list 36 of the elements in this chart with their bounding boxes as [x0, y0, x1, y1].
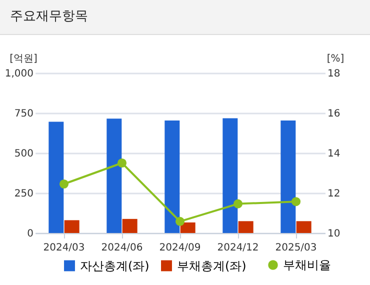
point	[175, 216, 185, 226]
y-tick-label: 0	[27, 228, 34, 240]
legend-label: 자산총계(좌)	[80, 258, 150, 273]
legend-label: 부채비율	[283, 258, 331, 272]
bar	[222, 118, 238, 233]
bar	[106, 118, 122, 233]
point	[59, 179, 69, 189]
bar	[122, 218, 138, 233]
y2-tick-label: 18	[328, 68, 340, 80]
chart-title: 주요재무항목	[0, 0, 370, 35]
bar	[238, 221, 254, 233]
x-tick-label: 2025/03	[275, 242, 317, 254]
x-tick-label: 2024/12	[217, 242, 259, 254]
y-tick-label: 250	[14, 188, 34, 200]
bar	[280, 120, 296, 233]
bar	[48, 122, 64, 233]
y2-tick-label: 14	[328, 148, 340, 160]
bar	[64, 220, 80, 233]
y-axis-title: [억원]	[10, 54, 38, 64]
y-tick-label: 750	[14, 108, 34, 120]
y2-tick-label: 16	[328, 108, 340, 120]
x-tick-label: 2024/09	[159, 242, 201, 254]
x-tick-label: 2024/06	[101, 242, 143, 254]
point	[233, 199, 243, 208]
y2-axis-title: [%]	[326, 54, 344, 64]
y2-tick-label: 12	[328, 188, 340, 200]
bar	[296, 221, 312, 233]
bar	[180, 222, 196, 233]
x-tick-label: 2024/03	[43, 242, 85, 254]
y-tick-label: 500	[14, 148, 34, 160]
y2-tick-label: 10	[328, 228, 340, 240]
bar	[164, 120, 180, 233]
legend-label: 부채총계(좌)	[177, 258, 246, 273]
point	[117, 158, 127, 168]
point	[291, 197, 301, 206]
y-tick-label: 1,000	[4, 68, 34, 80]
